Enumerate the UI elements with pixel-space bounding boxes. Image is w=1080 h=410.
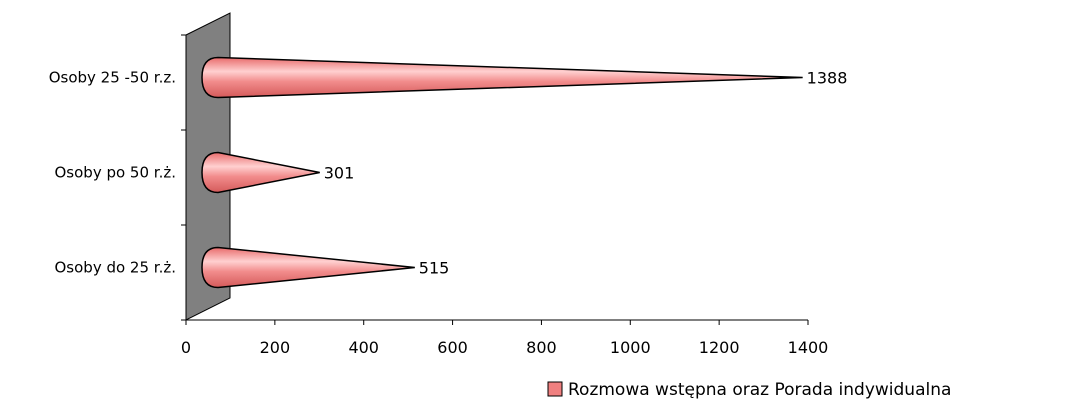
x-tick-label: 1200	[699, 338, 740, 357]
category-label: Osoby do 25 r.ż.	[55, 259, 177, 277]
legend-label: Rozmowa wstępna oraz Porada indywidualna	[568, 380, 951, 400]
x-tick-label: 200	[260, 338, 291, 357]
data-label: 1388	[807, 69, 848, 88]
category-label: Osoby po 50 r.ż.	[55, 164, 177, 182]
x-tick-label: 600	[437, 338, 468, 357]
x-tick-label: 0	[181, 338, 191, 357]
cone-bar	[201, 246, 415, 289]
legend-swatch	[547, 381, 563, 397]
data-label: 301	[324, 164, 355, 183]
cone-bar	[201, 151, 320, 194]
x-tick-label: 1000	[610, 338, 651, 357]
data-label: 515	[419, 259, 450, 278]
x-tick-label: 1400	[788, 338, 829, 357]
category-label: Osoby 25 -50 r.z.	[49, 69, 176, 87]
x-tick-label: 400	[348, 338, 379, 357]
x-tick-label: 800	[526, 338, 557, 357]
cone-bar	[201, 56, 803, 99]
